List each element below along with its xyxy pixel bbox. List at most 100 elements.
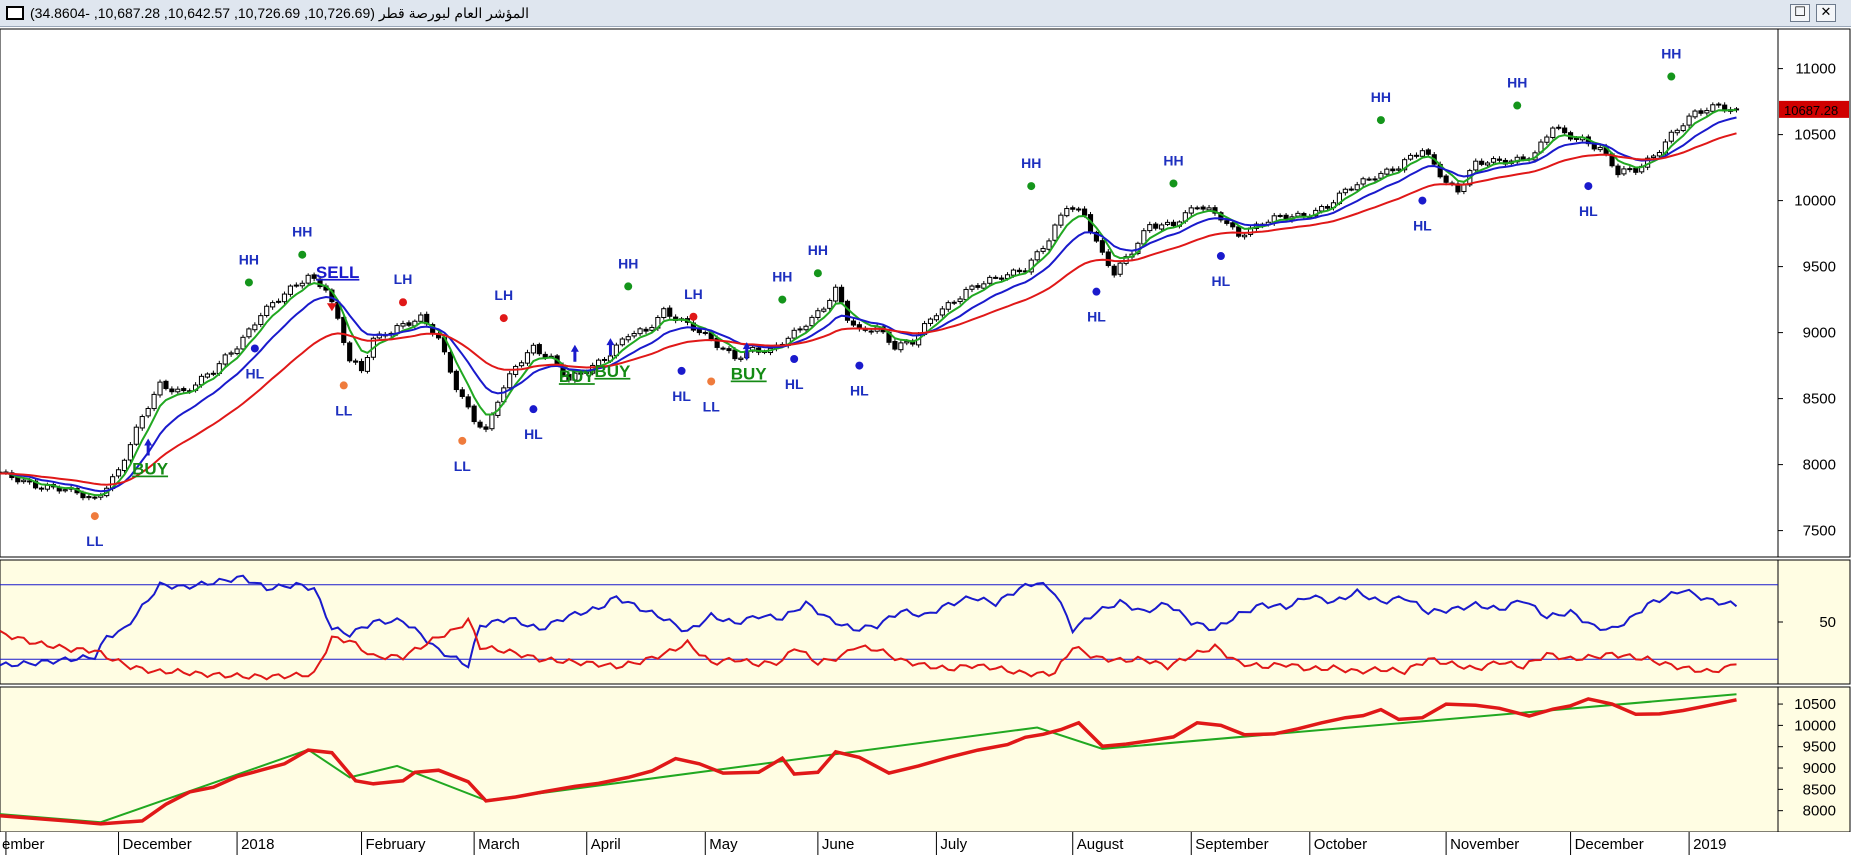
- candle-body: [1710, 104, 1716, 112]
- candle-body: [1105, 251, 1111, 267]
- candle-body: [631, 332, 637, 337]
- candle-body: [1070, 207, 1076, 210]
- candle-body: [400, 323, 406, 327]
- candle-body: [791, 329, 797, 339]
- maximize-button[interactable]: ☐: [1790, 4, 1810, 22]
- candle-body: [1633, 167, 1639, 173]
- oscillator-axis-background: [1777, 559, 1851, 685]
- candle-body: [1040, 248, 1046, 252]
- candle-body: [453, 370, 459, 391]
- pivot-marker-hh: [244, 278, 253, 287]
- candle-body: [1407, 154, 1414, 160]
- pivot-marker-hl: [250, 344, 259, 353]
- candle-body: [1668, 131, 1674, 142]
- time-tick-label: December: [123, 836, 192, 853]
- candle-body: [572, 372, 578, 381]
- oscillator-panel[interactable]: 50: [0, 559, 1851, 685]
- pivot-marker-hl: [677, 366, 686, 375]
- candle-body: [507, 373, 513, 389]
- candle-body: [1277, 214, 1283, 217]
- pivot-label: LL: [335, 402, 353, 418]
- candle-body: [157, 381, 163, 396]
- candle-body: [1680, 125, 1686, 132]
- buy-signal-label: BUY: [731, 365, 768, 384]
- candle-body: [1490, 158, 1497, 163]
- candle-body: [1716, 103, 1722, 106]
- trend-tick-label: 10000: [1794, 717, 1836, 734]
- candle-body: [311, 274, 317, 279]
- trend-panel[interactable]: 8000 8500 9000 9500 10000 10500: [0, 686, 1851, 833]
- candle-body: [406, 322, 412, 326]
- pivot-label: HL: [246, 365, 265, 381]
- chart-area: 7500 8000 8500 9000 9500 10000 10500 11000 LL HH H…: [0, 27, 1851, 856]
- candle-body: [1342, 188, 1348, 194]
- candle-body: [732, 349, 738, 360]
- buy-signal-label: BUY: [132, 460, 169, 479]
- time-tick-label: April: [591, 836, 621, 853]
- candle-body: [228, 352, 234, 355]
- candle-body: [1544, 136, 1550, 143]
- candle-body: [1425, 149, 1431, 155]
- last-price-tag: [1779, 100, 1849, 118]
- trend-tick-label: 9500: [1803, 739, 1836, 756]
- candle-body: [175, 388, 181, 393]
- close-icon: ✕: [1820, 5, 1832, 20]
- candle-body: [578, 372, 584, 375]
- candle-body: [1674, 129, 1680, 134]
- close-button[interactable]: ✕: [1816, 4, 1836, 22]
- candle-body: [1692, 110, 1698, 118]
- price-tick-label: 10500: [1794, 127, 1836, 144]
- candle-body: [483, 426, 489, 430]
- candle-body: [827, 299, 833, 309]
- candle-body: [287, 285, 293, 295]
- candle-body: [169, 388, 175, 393]
- candle-body: [1354, 184, 1360, 191]
- candle-body: [1615, 165, 1621, 176]
- candle-body: [1366, 178, 1372, 181]
- candle-body: [661, 308, 667, 318]
- buy-arrow-icon: [742, 342, 751, 360]
- time-tick-label: September: [1195, 836, 1268, 853]
- candle-body: [1016, 269, 1022, 273]
- candle-body: [115, 469, 122, 477]
- candle-body: [353, 360, 359, 363]
- candle-body: [293, 284, 299, 287]
- candle-body: [1076, 208, 1082, 211]
- candle-body: [281, 293, 288, 303]
- candle-body: [833, 286, 839, 302]
- time-axis: ember December 2018 February March April May Ju…: [0, 832, 1851, 856]
- candle-body: [518, 362, 525, 367]
- time-tick-label: October: [1314, 836, 1367, 853]
- candle-body: [204, 373, 211, 378]
- oscillator-plot-background: [0, 559, 1779, 685]
- candle-body: [1064, 208, 1070, 217]
- time-tick-label: 2019: [1693, 836, 1726, 853]
- oscillator-tick-label: 50: [1819, 614, 1836, 631]
- candle-body: [1159, 224, 1165, 230]
- time-tick-label: ember: [2, 836, 45, 853]
- pivot-label: LH: [684, 286, 703, 302]
- candle-body: [803, 325, 809, 331]
- candle-body: [702, 331, 708, 334]
- pivot-label: HH: [1507, 75, 1527, 91]
- candle-body: [151, 393, 157, 410]
- price-panel[interactable]: 7500 8000 8500 9000 9500 10000 10500 11000 LL HH H…: [0, 28, 1851, 558]
- candle-body: [1698, 110, 1704, 114]
- candle-body: [139, 416, 145, 429]
- pivot-label: HL: [672, 388, 691, 404]
- candle-body: [1686, 115, 1692, 126]
- candle-body: [993, 276, 999, 279]
- candle-body: [1242, 234, 1248, 238]
- candle-body: [969, 285, 975, 290]
- window-title: المؤشر العام لبورصة قطر (10,726.69, 10,7…: [30, 5, 530, 21]
- price-tick-label: 9000: [1803, 325, 1836, 342]
- candle-body: [667, 307, 673, 317]
- candle-body: [240, 336, 246, 350]
- candle-body: [1473, 160, 1479, 171]
- candle-body: [364, 357, 371, 372]
- pivot-marker-hh: [1376, 116, 1385, 125]
- candle-body: [601, 358, 608, 361]
- pivot-marker-hh: [778, 295, 787, 304]
- candle-body: [999, 277, 1005, 280]
- oscillator-line-1: [0, 574, 1738, 669]
